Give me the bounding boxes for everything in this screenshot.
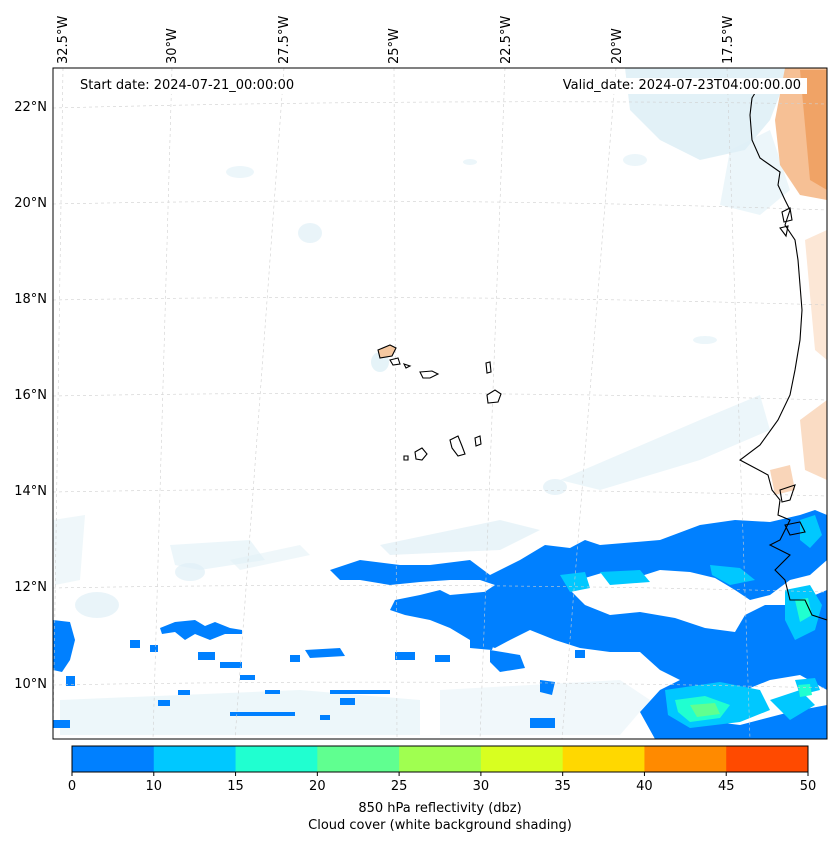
lon-label: 17.5°W (721, 16, 736, 64)
colorbar-tick-label: 15 (227, 779, 244, 794)
colorbar-segment (72, 746, 155, 772)
colorbar-segment (644, 746, 727, 772)
lat-label: 20°N (14, 196, 47, 211)
colorbar-segment (399, 746, 482, 772)
colorbar-tick-label: 20 (309, 779, 326, 794)
lat-label: 18°N (14, 292, 47, 307)
colorbar-tick-label: 50 (800, 779, 817, 794)
colorbar-segment (235, 746, 318, 772)
map-frame (52, 67, 828, 740)
colorbar-tick-label: 0 (68, 779, 76, 794)
lat-label: 14°N (14, 484, 47, 499)
island-santo-antao (377, 344, 397, 359)
colorbar-tick-label: 25 (391, 779, 408, 794)
valid-date-label: Valid_date: 2024-07-23T04:00:00.00 (556, 78, 807, 94)
colorbar-segment (562, 746, 645, 772)
coastline (738, 84, 827, 621)
colorbar-border (71, 745, 809, 773)
island-maio (474, 435, 482, 447)
colorbar-segment (153, 746, 237, 772)
lat-label: 12°N (14, 580, 47, 595)
colorbar-segment (726, 746, 809, 772)
colorbar-tick-label: 30 (473, 779, 490, 794)
island-sao-vicente (389, 357, 401, 366)
colorbar-tick-label: 45 (718, 779, 735, 794)
island-fogo (414, 447, 428, 461)
longitude-labels: 32.5°W 30°W 27.5°W 25°W 22.5°W 20°W 17.5… (56, 16, 736, 64)
start-date-label: Start date: 2024-07-21_00:00:00 (74, 78, 301, 94)
lat-label: 16°N (14, 388, 47, 403)
colorbar (71, 745, 809, 773)
lon-label: 22.5°W (499, 16, 514, 64)
lon-label: 27.5°W (277, 16, 292, 64)
colorbar-subtitle: Cloud cover (white background shading) (308, 818, 572, 833)
lon-label: 30°W (165, 28, 180, 64)
island-boa-vista (486, 389, 502, 404)
colorbar-segment (317, 746, 400, 772)
colorbar-tick-label: 10 (146, 779, 163, 794)
lat-label: 22°N (14, 100, 47, 115)
colorbar-tick-label: 40 (636, 779, 653, 794)
island-sao-nicolau (419, 370, 440, 379)
graticule (53, 68, 827, 739)
cape-verde-islands (377, 344, 502, 461)
lon-label: 25°W (387, 28, 402, 64)
colorbar-ticks: 0 10 15 20 25 30 35 40 45 50 (68, 772, 816, 794)
colorbar-title: 850 hPa reflectivity (dbz) (358, 801, 522, 816)
island-brava (403, 455, 409, 461)
island-sal (485, 361, 492, 374)
colorbar-tick-label: 35 (554, 779, 571, 794)
reflectivity-field (53, 510, 827, 739)
lon-label: 32.5°W (56, 16, 71, 64)
colorbar-segment (480, 746, 564, 772)
island-santiago (449, 435, 466, 457)
latitude-labels: 22°N 20°N 18°N 16°N 14°N 12°N 10°N (14, 100, 47, 692)
lon-label: 20°W (610, 28, 625, 64)
island-santa-luzia (402, 363, 412, 369)
lat-label: 10°N (14, 677, 47, 692)
